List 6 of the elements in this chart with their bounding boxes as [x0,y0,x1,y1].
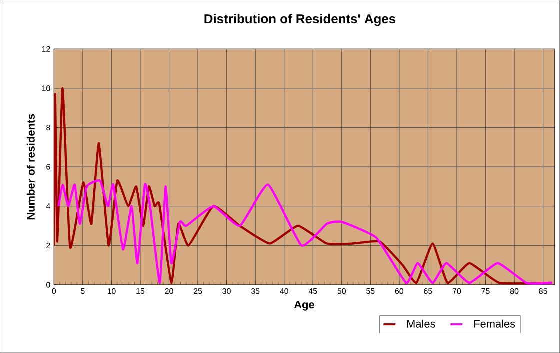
line-series [58,180,554,285]
chart-title: Distribution of Residents' Ages [204,14,396,26]
x-axis-title: Age [294,300,314,311]
legend-label: Males [407,320,436,328]
y-axis-title: Number of residents [26,114,35,220]
legend-label: Females [474,320,516,328]
